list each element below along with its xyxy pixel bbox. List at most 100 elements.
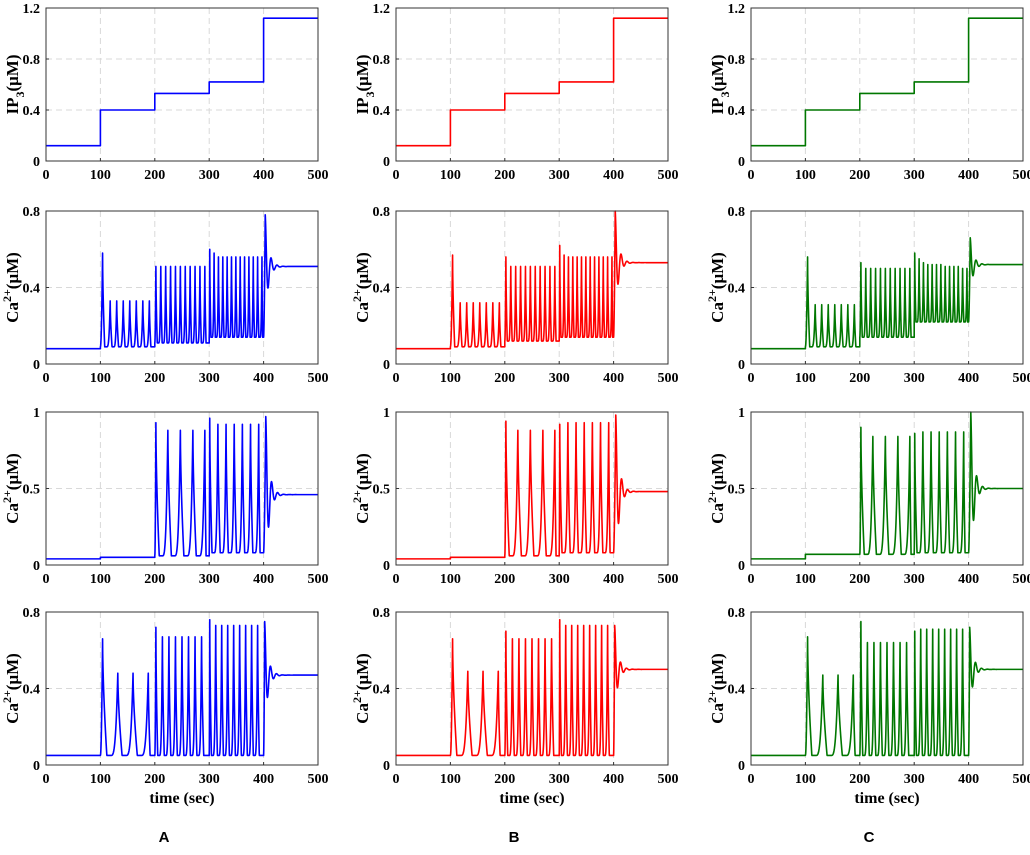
y-tick-label: 0.5	[373, 483, 391, 498]
y-tick-label: 1.2	[373, 2, 391, 17]
x-tick-label: 0	[748, 772, 755, 787]
y-tick-label: 0.8	[373, 53, 391, 68]
y-tick-label: 0.4	[728, 104, 746, 119]
x-tick-label: 200	[494, 772, 515, 787]
subplot-r4-c: 0 100 200 300 400 500 0 0.4 0.8 Ca2+(μM) time (sec…	[705, 606, 1030, 807]
y-axis-label: Ca2+(μM)	[0, 453, 22, 524]
x-tick-label: 300	[199, 572, 220, 587]
x-tick-label: 300	[199, 168, 220, 183]
y-axis-label: IP3(μM)	[3, 54, 27, 114]
x-tick-label: 0	[393, 572, 400, 587]
x-tick-label: 400	[253, 772, 274, 787]
y-tick-label: 0	[33, 559, 40, 574]
x-tick-label: 400	[958, 371, 979, 386]
subplot-r4-a: 0 100 200 300 400 500 0 0.4 0.8 Ca2+(μM) time (sec…	[0, 606, 329, 807]
x-tick-label: 400	[603, 772, 624, 787]
x-tick-label: 500	[658, 371, 679, 386]
panel-label-a: A	[159, 829, 170, 846]
x-tick-label: 100	[90, 168, 111, 183]
y-tick-label: 0	[33, 358, 40, 373]
y-tick-label: 0.8	[728, 205, 746, 220]
y-tick-label: 0	[738, 155, 745, 170]
axes-frame	[45, 7, 319, 162]
axes-frame	[750, 7, 1024, 162]
x-tick-label: 300	[549, 168, 570, 183]
y-tick-label: 0.4	[373, 282, 391, 297]
x-tick-label: 200	[144, 772, 165, 787]
x-tick-label: 0	[748, 371, 755, 386]
x-tick-label: 200	[849, 371, 870, 386]
y-tick-label: 0	[383, 155, 390, 170]
subplot-r1-c: 0 100 200 300 400 500 0 0.4 0.8 1.2 IP3(μM)	[708, 2, 1030, 183]
x-tick-label: 300	[199, 371, 220, 386]
x-tick-label: 100	[440, 772, 461, 787]
x-tick-label: 200	[494, 168, 515, 183]
x-tick-label: 200	[849, 772, 870, 787]
series-line-a	[45, 214, 319, 350]
panel-label-b: B	[509, 829, 520, 846]
x-tick-label: 300	[904, 371, 925, 386]
y-tick-label: 0.8	[23, 205, 41, 220]
x-tick-label: 0	[748, 168, 755, 183]
x-tick-label: 400	[958, 772, 979, 787]
x-tick-label: 200	[144, 572, 165, 587]
x-tick-label: 100	[440, 572, 461, 587]
y-tick-label: 1	[33, 406, 40, 421]
x-tick-label: 0	[43, 572, 50, 587]
y-tick-label: 0.5	[728, 483, 746, 498]
x-tick-label: 100	[90, 371, 111, 386]
x-tick-label: 0	[393, 168, 400, 183]
x-tick-label: 500	[308, 572, 329, 587]
y-tick-label: 0.4	[23, 282, 41, 297]
subplot-r3-c: 0 100 200 300 400 500 0 0.5 1 Ca2+(μM)	[705, 406, 1030, 587]
series-line-b	[396, 17, 668, 147]
x-tick-label: 100	[90, 772, 111, 787]
y-tick-label: 0.8	[373, 205, 391, 220]
y-axis-label: IP3(μM)	[353, 54, 377, 114]
series-line-a	[46, 17, 318, 147]
x-tick-label: 0	[43, 371, 50, 386]
subplot-r2-a: 0 100 200 300 400 500 0 0.4 0.8 Ca2+(μM)	[0, 205, 329, 386]
subplot-r3-b: 0 100 200 300 400 500 0 0.5 1 Ca2+(μM)	[350, 406, 679, 587]
subplot-r4-b: 0 100 200 300 400 500 0 0.4 0.8 Ca2+(μM) time (sec…	[350, 606, 679, 807]
x-tick-label: 100	[440, 168, 461, 183]
y-tick-label: 0.8	[728, 53, 746, 68]
x-tick-label: 100	[795, 371, 816, 386]
y-axis-label: Ca2+(μM)	[0, 252, 22, 323]
x-tick-label: 200	[494, 371, 515, 386]
y-tick-label: 0.5	[23, 483, 41, 498]
y-tick-label: 0.8	[728, 606, 746, 621]
x-tick-label: 200	[849, 168, 870, 183]
series-line-c	[751, 17, 1023, 147]
series-line-a	[45, 415, 319, 560]
x-tick-label: 0	[43, 772, 50, 787]
x-tick-label: 300	[199, 772, 220, 787]
x-tick-label: 300	[904, 168, 925, 183]
y-tick-label: 0.4	[373, 683, 391, 698]
y-tick-label: 0	[383, 358, 390, 373]
x-tick-label: 100	[795, 772, 816, 787]
x-tick-label: 500	[308, 772, 329, 787]
x-tick-label: 500	[1013, 371, 1030, 386]
y-axis-label: Ca2+(μM)	[350, 252, 372, 323]
x-tick-label: 300	[549, 371, 570, 386]
y-tick-label: 0.4	[728, 282, 746, 297]
x-tick-label: 400	[253, 371, 274, 386]
x-tick-label: 500	[1013, 772, 1030, 787]
x-tick-label: 400	[603, 572, 624, 587]
x-tick-label: 400	[603, 371, 624, 386]
y-tick-label: 0.4	[728, 683, 746, 698]
y-axis-label: Ca2+(μM)	[350, 653, 372, 724]
x-tick-label: 500	[658, 168, 679, 183]
x-tick-label: 400	[958, 168, 979, 183]
x-tick-label: 0	[393, 772, 400, 787]
x-tick-label: 500	[1013, 168, 1030, 183]
x-tick-label: 200	[144, 168, 165, 183]
y-tick-label: 0.8	[373, 606, 391, 621]
y-tick-label: 0.8	[23, 53, 41, 68]
x-tick-label: 300	[549, 772, 570, 787]
x-tick-label: 400	[253, 168, 274, 183]
x-tick-label: 200	[849, 572, 870, 587]
series-line-c	[750, 236, 1024, 350]
